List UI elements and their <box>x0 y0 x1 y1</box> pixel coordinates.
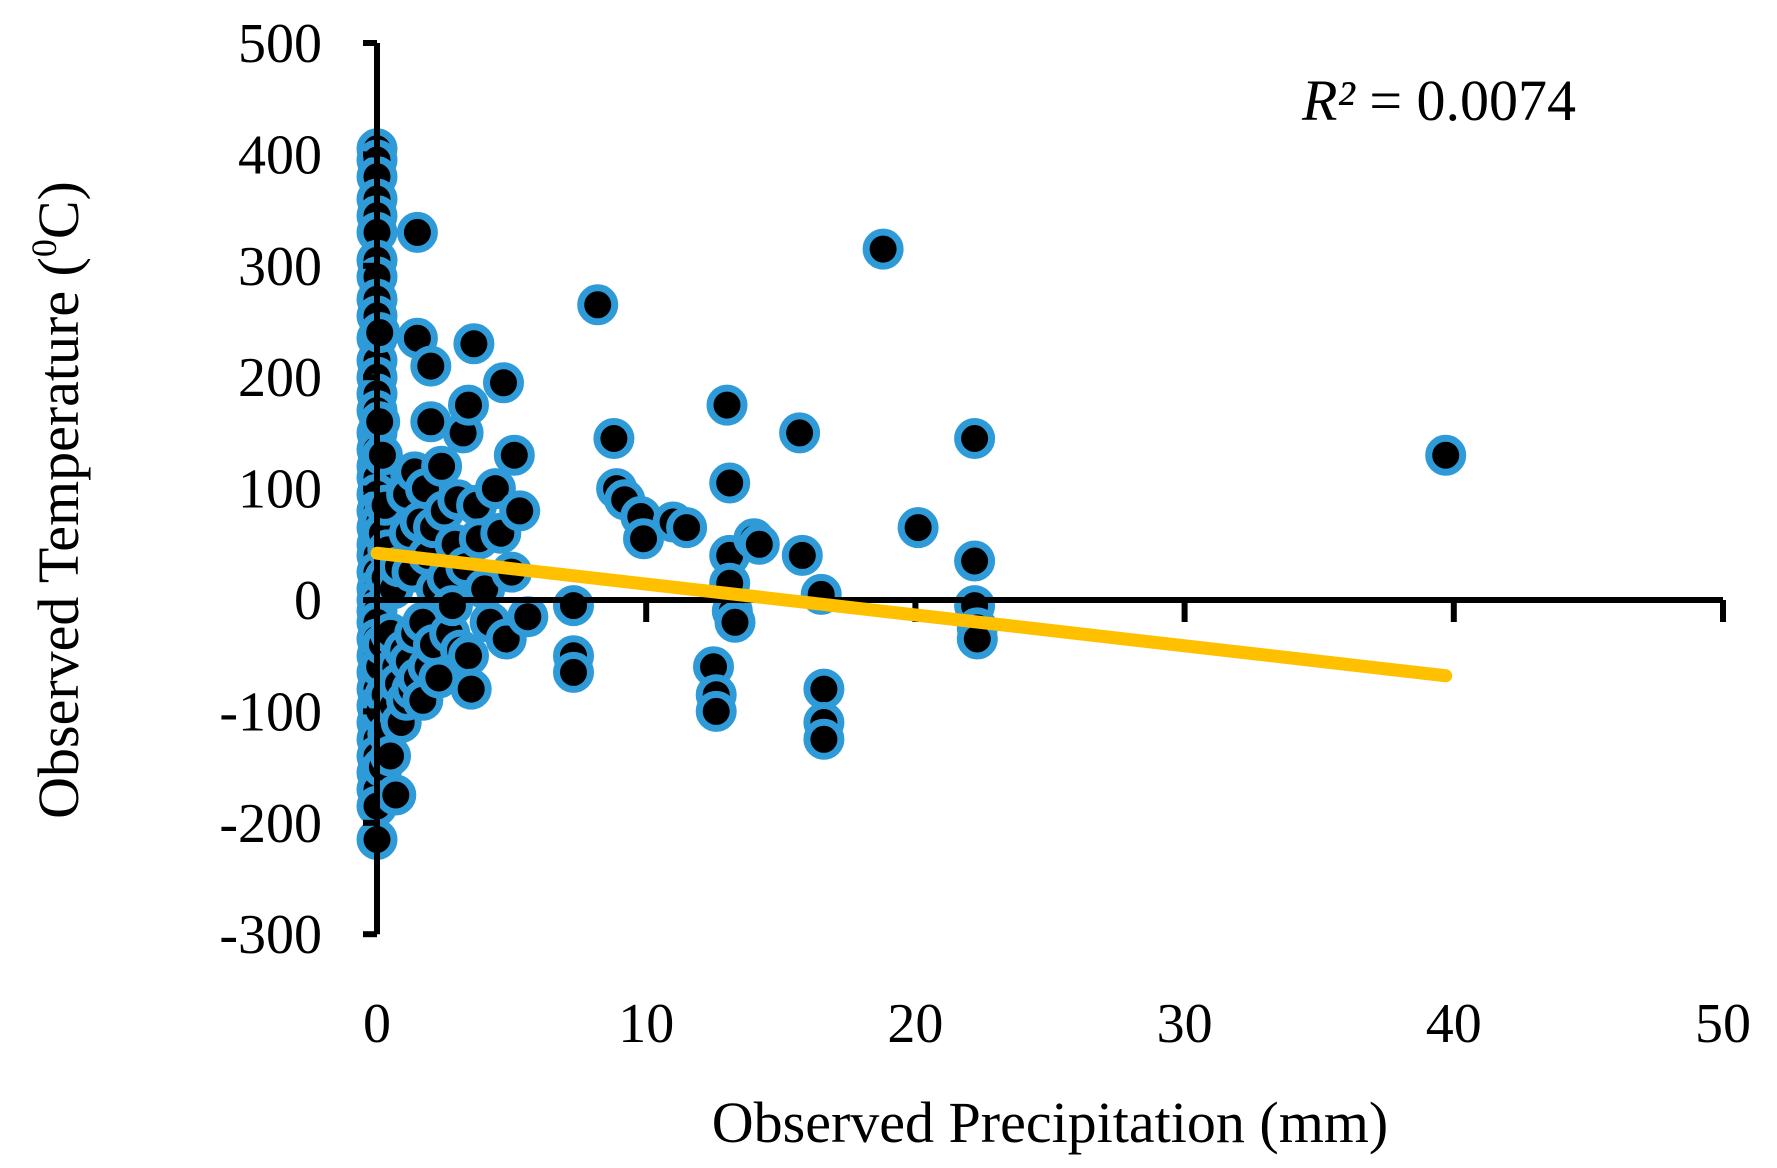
data-point <box>862 228 904 270</box>
data-point <box>499 490 541 532</box>
y-tick-label: -100 <box>219 681 322 743</box>
data-point <box>706 384 748 426</box>
data-point <box>483 362 524 404</box>
data-point <box>779 412 821 454</box>
trendline <box>370 546 1453 683</box>
data-point <box>410 345 452 387</box>
y-tick-label: 400 <box>238 124 322 186</box>
data-point <box>954 418 996 459</box>
data-point <box>493 434 535 476</box>
trendline-layer <box>370 546 1453 683</box>
y-tick-label: 500 <box>238 13 322 75</box>
x-tick-label: 20 <box>887 993 943 1055</box>
data-point <box>803 718 845 760</box>
y-axis-title-end: C) <box>26 181 91 239</box>
x-axis-title: Observed Precipitation (mm) <box>712 1090 1389 1155</box>
data-point <box>623 518 664 560</box>
data-point <box>474 468 516 510</box>
r-squared-label: R² <box>1301 68 1356 133</box>
x-tick-label: 50 <box>1695 993 1751 1055</box>
data-point <box>450 668 492 710</box>
y-tick-label: 0 <box>294 570 322 632</box>
data-point <box>593 418 635 459</box>
x-tick-label: 40 <box>1426 993 1482 1055</box>
y-axis-title-main: Observed Temperature ( <box>26 257 91 819</box>
x-tick-label: 10 <box>618 993 674 1055</box>
data-point <box>507 596 549 638</box>
data-point <box>666 507 708 549</box>
data-point <box>781 534 823 576</box>
y-tick-label: 100 <box>238 459 322 521</box>
data-point <box>448 635 489 677</box>
y-tick-label: -200 <box>219 793 322 855</box>
y-tick-label: 300 <box>238 236 322 298</box>
data-point <box>577 284 619 326</box>
data-point <box>709 462 751 504</box>
y-tick-label: -300 <box>219 904 322 966</box>
axes-layer <box>363 40 1726 938</box>
data-point <box>695 690 737 732</box>
data-point <box>553 651 594 693</box>
data-point <box>421 445 463 487</box>
points-layer <box>356 128 1467 860</box>
data-point <box>361 434 403 476</box>
y-axis-title-superscript: 0 <box>24 239 64 257</box>
labels-layer: 500 400 300 200 100 0 -100 -200 -300 0 10 20 30 40 50 <box>219 13 1751 1055</box>
y-tick-label: 200 <box>238 347 322 409</box>
data-point <box>1425 434 1467 476</box>
r-squared-annotation: R² = 0.0074 <box>1301 68 1576 133</box>
data-point <box>897 507 939 549</box>
data-point <box>375 774 417 816</box>
x-tick-label: 30 <box>1157 993 1213 1055</box>
data-point <box>431 585 473 627</box>
data-point <box>553 585 594 627</box>
r-squared-value: = 0.0074 <box>1355 68 1576 133</box>
x-tick-label: 0 <box>363 993 391 1055</box>
y-axis-title: Observed Temperature (0C) <box>24 181 91 819</box>
data-point <box>448 384 489 426</box>
data-point <box>396 211 438 253</box>
data-point <box>714 601 756 643</box>
data-point <box>954 540 996 582</box>
data-point <box>738 523 780 565</box>
data-point <box>803 668 845 710</box>
data-point <box>453 323 495 365</box>
